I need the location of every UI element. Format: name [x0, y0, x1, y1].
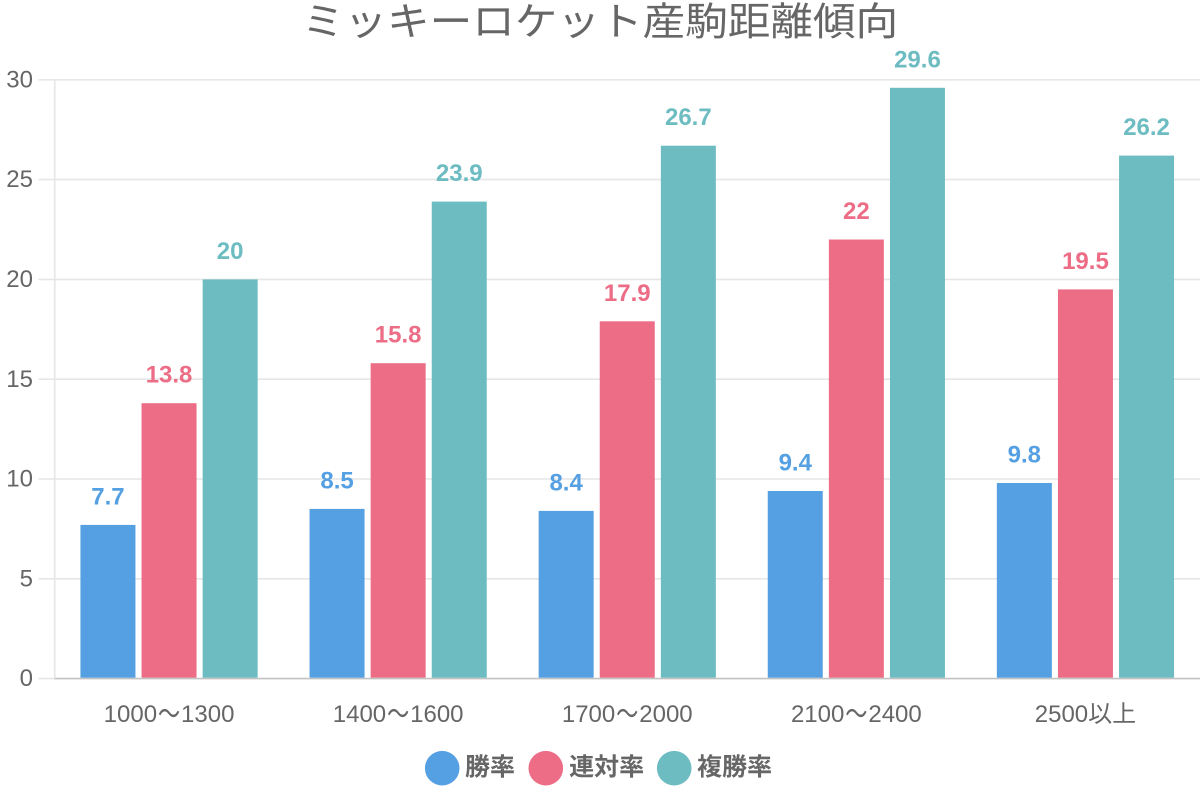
svg-text:22: 22	[843, 198, 870, 225]
svg-text:19.5: 19.5	[1062, 248, 1109, 275]
svg-text:1600: 1600	[410, 701, 463, 728]
svg-text:9.8: 9.8	[1008, 442, 1041, 469]
svg-text:9.4: 9.4	[779, 450, 813, 477]
svg-text:0: 0	[20, 665, 33, 692]
svg-text:10: 10	[6, 466, 33, 493]
svg-text:2100: 2100	[791, 701, 844, 728]
svg-text:30: 30	[6, 66, 33, 93]
svg-text:26.2: 26.2	[1123, 114, 1170, 141]
svg-text:2400: 2400	[868, 701, 921, 728]
svg-text:2000: 2000	[639, 701, 692, 728]
svg-text:1300: 1300	[181, 701, 234, 728]
svg-text:1400: 1400	[333, 701, 386, 728]
svg-text:1000: 1000	[104, 701, 157, 728]
svg-text:8.5: 8.5	[320, 467, 353, 494]
svg-text:15: 15	[6, 366, 33, 393]
svg-text:20: 20	[6, 266, 33, 293]
svg-text:15.8: 15.8	[375, 322, 422, 349]
svg-text:20: 20	[217, 238, 244, 265]
svg-text:29.6: 29.6	[894, 46, 941, 73]
svg-text:23.9: 23.9	[436, 160, 483, 187]
svg-text:8.4: 8.4	[549, 469, 583, 496]
svg-text:7.7: 7.7	[91, 483, 124, 510]
svg-text:17.9: 17.9	[604, 280, 651, 307]
svg-text:2500: 2500	[1035, 701, 1088, 728]
svg-text:5: 5	[20, 565, 33, 592]
svg-text:1700: 1700	[562, 701, 615, 728]
svg-text:25: 25	[6, 166, 33, 193]
svg-text:26.7: 26.7	[665, 104, 712, 131]
svg-text:13.8: 13.8	[146, 362, 193, 389]
